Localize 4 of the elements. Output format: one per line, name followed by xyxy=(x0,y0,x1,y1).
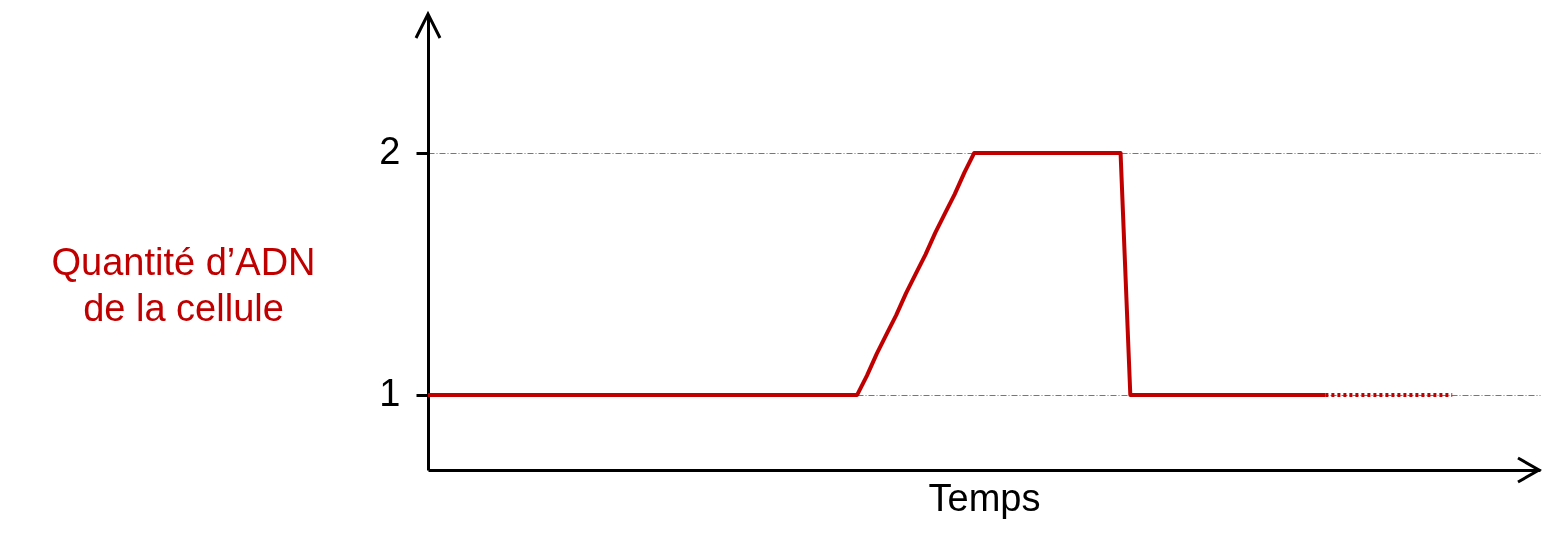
x-axis-title: Temps xyxy=(928,476,1041,519)
y-tick-label: 1 xyxy=(379,372,401,415)
y-tick-label: 2 xyxy=(379,130,401,173)
y-axis-title: Quantité d’ADN de la cellule xyxy=(51,240,316,329)
